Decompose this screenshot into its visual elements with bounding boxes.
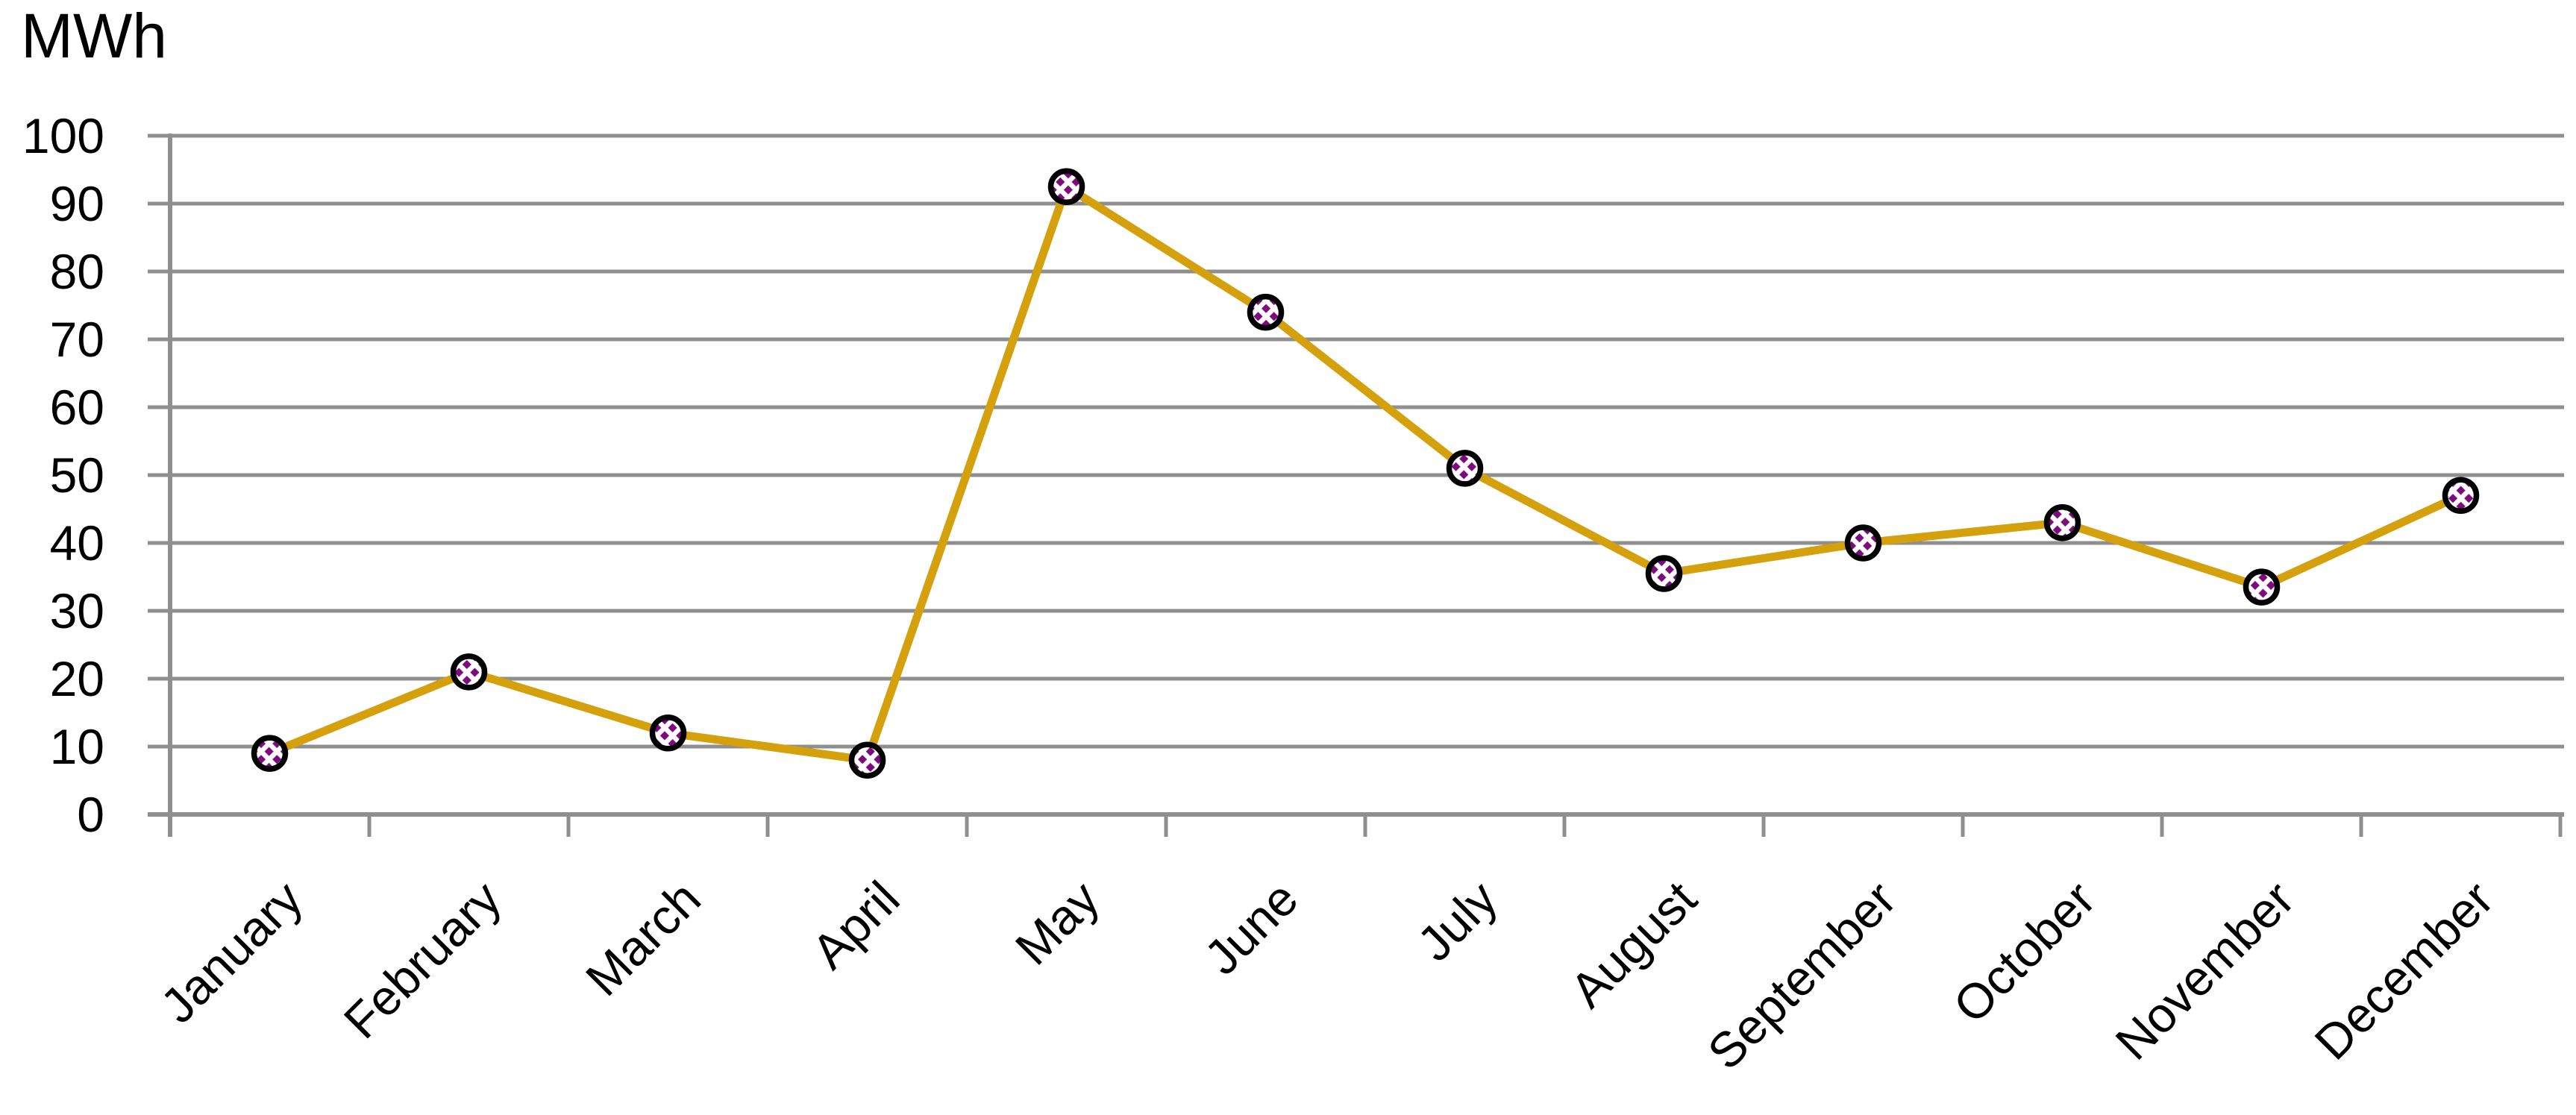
data-point-marker (251, 735, 289, 772)
y-tick-label: 60 (49, 380, 104, 435)
y-axis-unit-label: MWh (21, 1, 167, 71)
data-point-marker (450, 653, 488, 691)
axes (168, 134, 2563, 837)
y-tick-label: 100 (22, 108, 104, 163)
data-point-marker (1446, 450, 1484, 487)
data-point-marker (2243, 568, 2281, 606)
data-point-marker (848, 741, 886, 779)
data-point-marker (1247, 293, 1285, 331)
series (251, 168, 2480, 779)
data-point-marker (2442, 477, 2480, 515)
y-tick-label: 50 (49, 447, 104, 503)
y-tick-label: 20 (49, 651, 104, 706)
series-line (268, 180, 2463, 765)
data-point-marker (1047, 168, 1085, 205)
y-tick-label: 10 (49, 719, 104, 774)
data-point-marker (1645, 555, 1683, 592)
y-tick-label: 40 (49, 515, 104, 571)
data-point-marker (649, 714, 687, 752)
data-point-marker (2043, 503, 2081, 541)
y-tick-label: 0 (77, 787, 104, 842)
gridlines (148, 134, 2564, 817)
y-tick-label: 80 (49, 244, 104, 299)
y-tick-label: 70 (49, 312, 104, 367)
y-tick-label: 90 (49, 176, 104, 231)
y-tick-label: 30 (49, 583, 104, 638)
data-point-marker (1844, 524, 1882, 562)
